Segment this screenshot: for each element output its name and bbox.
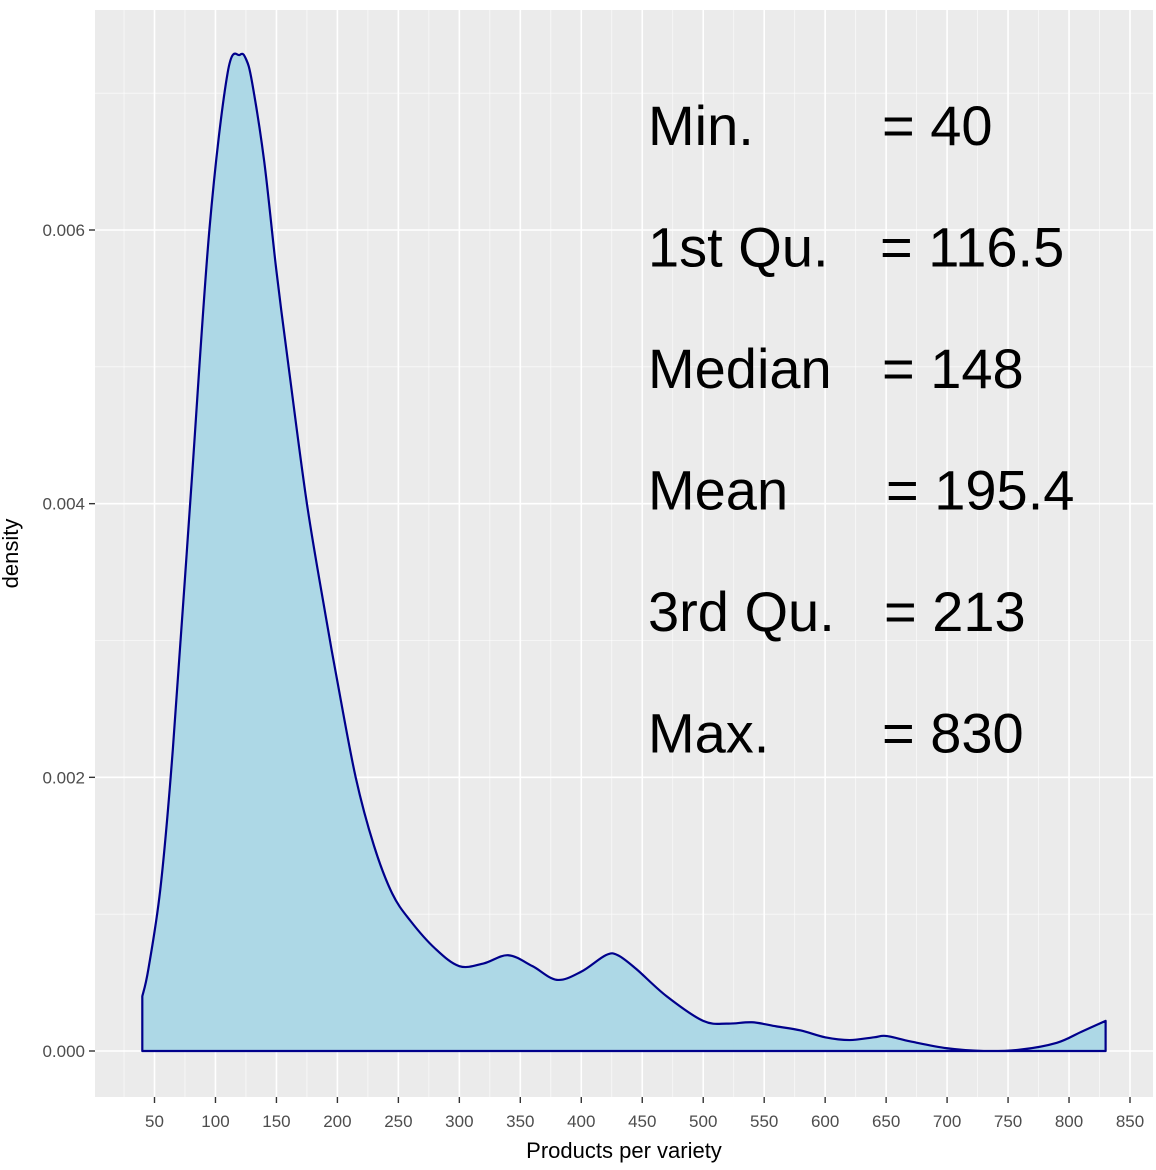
stat-value: = 40 (882, 94, 993, 157)
x-tick-label: 150 (262, 1112, 290, 1131)
y-tick-label: 0.006 (42, 221, 85, 240)
x-tick-label: 100 (201, 1112, 229, 1131)
stat-label: Max. (648, 702, 769, 765)
stat-value: = 195.4 (886, 459, 1074, 522)
stat-value: = 148 (882, 337, 1024, 400)
stat-label: Mean (648, 459, 788, 522)
x-tick-label: 500 (689, 1112, 717, 1131)
x-tick-label: 850 (1116, 1112, 1144, 1131)
y-tick-label: 0.000 (42, 1042, 85, 1061)
stat-value: = 213 (884, 580, 1026, 643)
stat-label: 3rd Qu. (648, 580, 835, 643)
stat-label: Median (648, 337, 832, 400)
x-tick-label: 700 (933, 1112, 961, 1131)
x-tick-label: 200 (323, 1112, 351, 1131)
x-tick-label: 600 (811, 1112, 839, 1131)
x-tick-label: 400 (567, 1112, 595, 1131)
y-tick-label: 0.002 (42, 768, 85, 787)
x-tick-label: 450 (628, 1112, 656, 1131)
x-tick-label: 300 (445, 1112, 473, 1131)
x-tick-label: 750 (994, 1112, 1022, 1131)
x-axis: 50 100 150 200 250 300 350 400 450 500 550 600 650 70… (145, 1097, 1144, 1131)
stat-label: 1st Qu. (648, 216, 829, 279)
y-tick-label: 0.004 (42, 495, 85, 514)
x-tick-label: 350 (506, 1112, 534, 1131)
x-axis-title: Products per variety (526, 1138, 722, 1163)
summary-statistics: Min. = 40 1st Qu. = 116.5 Median = 148 Mean = 1… (648, 94, 1074, 765)
stat-value: = 830 (882, 702, 1024, 765)
stat-value: = 116.5 (880, 216, 1064, 279)
density-area (141, 52, 1107, 1053)
x-tick-label: 50 (145, 1112, 164, 1131)
stat-label: Min. (648, 94, 754, 157)
x-tick-label: 550 (750, 1112, 778, 1131)
y-axis-title: density (0, 519, 23, 589)
x-tick-label: 800 (1055, 1112, 1083, 1131)
x-tick-label: 650 (872, 1112, 900, 1131)
x-tick-label: 250 (384, 1112, 412, 1131)
y-axis: 0.000 0.002 0.004 0.006 (42, 221, 95, 1061)
